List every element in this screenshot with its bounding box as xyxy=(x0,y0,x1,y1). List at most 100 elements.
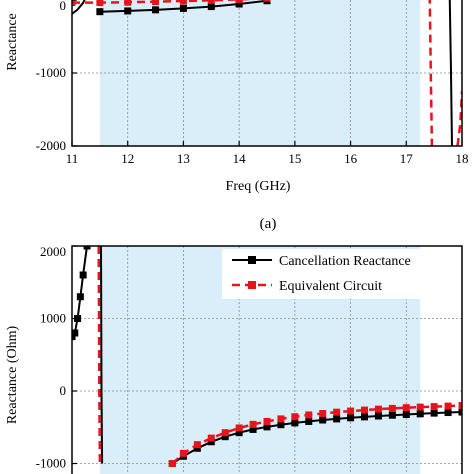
series-cancellation-reactance-line xyxy=(448,0,453,146)
series-equivalent-circuit-marker xyxy=(277,415,285,423)
series-equivalent-circuit-marker xyxy=(124,0,132,6)
series-cancellation-reactance-marker xyxy=(124,7,132,15)
series-equivalent-circuit-line xyxy=(97,246,102,464)
series-cancellation-reactance-marker xyxy=(263,0,271,5)
panel-b-frame xyxy=(71,245,463,474)
series-cancellation-reactance-marker xyxy=(83,246,91,250)
series-cancellation-reactance-marker xyxy=(333,415,341,423)
series-equivalent-circuit-marker xyxy=(361,406,368,414)
series-equivalent-circuit-marker xyxy=(72,0,76,7)
legend: Cancellation Reactance Equivalent Circui… xyxy=(222,249,460,299)
series-equivalent-circuit-marker xyxy=(235,0,243,3)
series-equivalent-circuit-marker xyxy=(430,403,438,411)
series-cancellation-reactance-line xyxy=(171,411,462,465)
series-equivalent-circuit-marker xyxy=(347,407,355,415)
panel-b-series xyxy=(72,246,462,467)
series-cancellation-reactance-marker xyxy=(402,410,410,418)
x-tick-label: 14 xyxy=(233,151,247,166)
panel-a-x-ticks: 11 12 13 14 15 16 17 18 xyxy=(66,141,469,166)
series-equivalent-circuit-marker xyxy=(263,417,271,425)
y-tick-label: -2000 xyxy=(36,138,66,153)
series-cancellation-reactance-marker xyxy=(305,417,313,425)
series-equivalent-circuit-marker xyxy=(221,429,229,437)
series-cancellation-reactance-marker xyxy=(347,414,355,422)
series-cancellation-reactance-line xyxy=(100,246,104,464)
series-cancellation-reactance-marker xyxy=(193,444,201,452)
series-equivalent-circuit-marker xyxy=(291,413,299,421)
y-tick-label: 0 xyxy=(60,383,67,398)
series-cancellation-reactance-marker xyxy=(361,413,368,421)
series-equivalent-circuit-marker xyxy=(374,405,382,413)
series-cancellation-reactance-marker xyxy=(207,438,215,446)
series-equivalent-circuit-marker xyxy=(152,0,160,6)
series-equivalent-circuit-marker xyxy=(179,449,187,457)
panel-a-xlabel: Freq (GHz) xyxy=(226,179,291,194)
series-equivalent-circuit-marker xyxy=(207,0,215,4)
series-cancellation-reactance-marker xyxy=(179,4,187,12)
series-cancellation-reactance-marker xyxy=(74,315,82,322)
series-cancellation-reactance-marker xyxy=(277,421,285,429)
series-cancellation-reactance-marker xyxy=(416,410,424,418)
series-cancellation-reactance-marker xyxy=(444,409,452,417)
series-cancellation-reactance-marker xyxy=(72,333,76,341)
series-equivalent-circuit-marker xyxy=(96,0,104,7)
x-tick-label: 18 xyxy=(456,151,469,166)
series-cancellation-reactance-marker xyxy=(319,416,327,424)
legend-marker-equivalent xyxy=(248,281,256,289)
series-cancellation-reactance-marker xyxy=(72,329,79,337)
x-tick-label: 16 xyxy=(344,151,358,166)
series-equivalent-circuit-marker xyxy=(193,441,201,449)
series-equivalent-circuit-line xyxy=(171,404,462,465)
x-tick-label: 15 xyxy=(288,151,301,166)
x-tick-label: 17 xyxy=(400,151,414,166)
series-equivalent-circuit-marker xyxy=(333,408,341,416)
panel-a-y-ticks: -2000 -1000 0 xyxy=(36,0,77,153)
series-cancellation-reactance-marker xyxy=(458,408,462,416)
panel-b-grid xyxy=(72,246,462,474)
series-cancellation-reactance-marker xyxy=(374,412,382,420)
x-tick-label: 11 xyxy=(66,151,79,166)
panel-b-y-ticks: -1000 0 1000 2000 xyxy=(36,244,77,471)
panel-a: -2000 -1000 0 11 12 13 14 15 16 17 18 Reactance F… xyxy=(5,0,469,232)
series-cancellation-reactance-marker xyxy=(291,419,299,427)
x-tick-label: 13 xyxy=(177,151,190,166)
series-cancellation-reactance-marker xyxy=(235,0,243,8)
series-equivalent-circuit-marker xyxy=(263,0,271,2)
series-equivalent-circuit-line xyxy=(72,0,255,4)
series-equivalent-circuit-marker xyxy=(458,402,462,409)
series-equivalent-circuit-marker xyxy=(168,460,176,467)
series-equivalent-circuit-marker xyxy=(416,403,424,411)
panel-b-ylabel: Reactance (Ohm) xyxy=(5,325,20,424)
panel-a-series xyxy=(72,0,462,146)
series-equivalent-circuit-marker xyxy=(444,402,452,410)
series-equivalent-circuit-marker xyxy=(235,424,243,432)
series-cancellation-reactance-marker xyxy=(249,425,257,433)
x-tick-label: 12 xyxy=(121,151,134,166)
panel-a-label: (a) xyxy=(260,216,277,232)
series-cancellation-reactance-marker xyxy=(207,3,215,11)
series-equivalent-circuit-marker xyxy=(402,404,410,412)
series-equivalent-circuit-marker xyxy=(319,409,327,417)
legend-label-cancellation: Cancellation Reactance xyxy=(279,254,411,269)
series-cancellation-reactance-marker xyxy=(96,8,104,16)
y-tick-label: 1000 xyxy=(40,311,66,326)
legend-box xyxy=(222,249,460,299)
series-equivalent-circuit-marker xyxy=(179,0,187,5)
panel-b: -1000 0 1000 2000 Reactance (Ohm) Cancellat… xyxy=(5,244,463,474)
series-equivalent-circuit-marker xyxy=(207,434,215,442)
series-cancellation-reactance-line xyxy=(72,0,86,15)
y-tick-label: 2000 xyxy=(40,244,66,259)
series-cancellation-reactance-marker xyxy=(430,409,438,417)
series-equivalent-circuit-marker xyxy=(388,404,396,412)
series-cancellation-reactance-marker xyxy=(221,433,229,441)
series-cancellation-reactance-marker xyxy=(79,271,87,279)
legend-marker-cancellation xyxy=(248,256,256,264)
series-cancellation-reactance-marker xyxy=(152,6,160,14)
series-equivalent-circuit-marker xyxy=(305,411,313,419)
series-cancellation-reactance-marker xyxy=(263,423,271,431)
y-tick-label: 0 xyxy=(60,0,67,13)
legend-label-equivalent: Equivalent Circuit xyxy=(279,279,382,294)
y-tick-label: -1000 xyxy=(36,456,66,471)
series-cancellation-reactance-marker xyxy=(76,293,84,301)
